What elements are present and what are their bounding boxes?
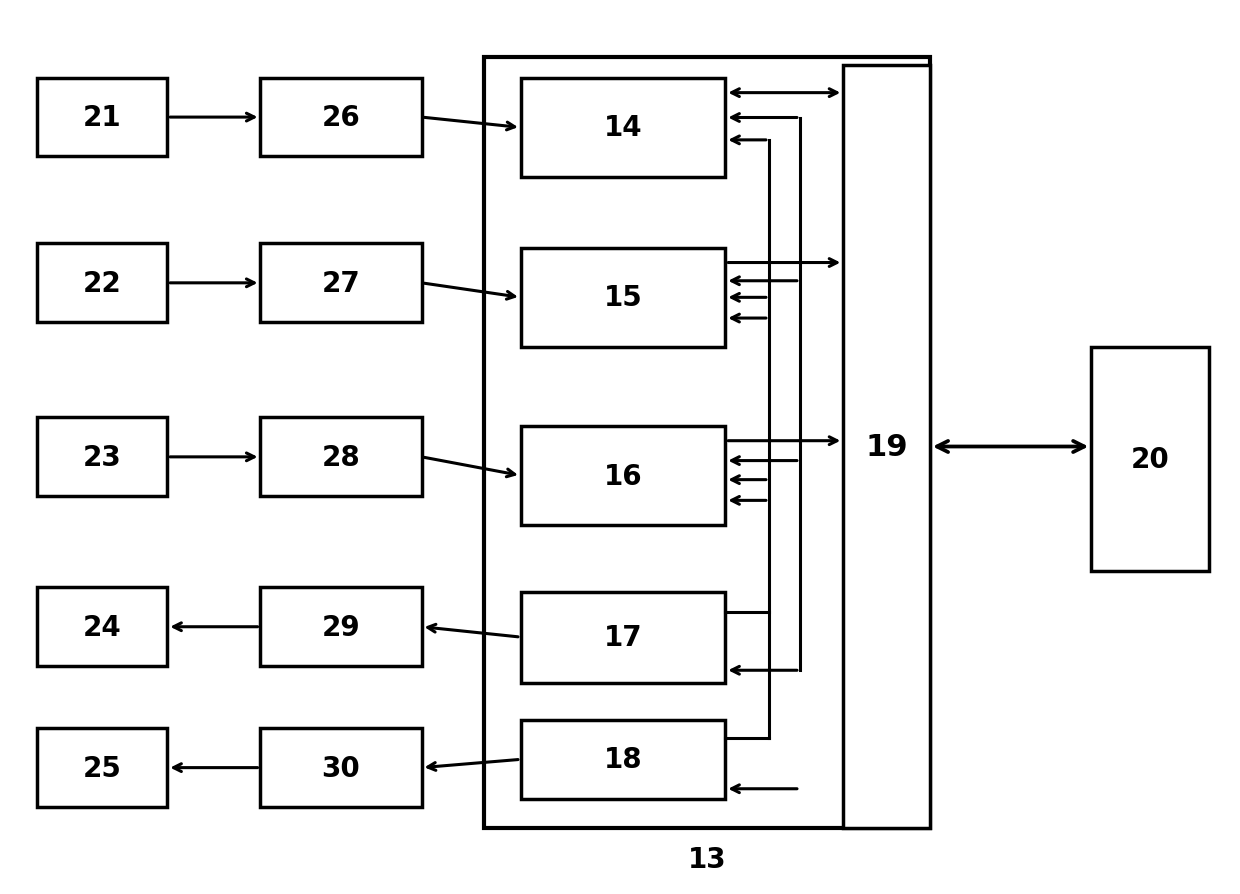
- Text: 30: 30: [321, 754, 361, 781]
- Text: 14: 14: [604, 114, 642, 142]
- Text: 19: 19: [866, 433, 908, 461]
- Text: 20: 20: [1131, 445, 1169, 474]
- Text: 16: 16: [604, 462, 642, 490]
- FancyBboxPatch shape: [260, 418, 422, 497]
- Text: 18: 18: [604, 746, 642, 773]
- FancyBboxPatch shape: [521, 79, 725, 178]
- FancyBboxPatch shape: [1091, 348, 1209, 571]
- Text: 27: 27: [321, 269, 361, 298]
- Text: 17: 17: [604, 623, 642, 652]
- FancyBboxPatch shape: [260, 729, 422, 807]
- FancyBboxPatch shape: [37, 587, 167, 666]
- FancyBboxPatch shape: [484, 58, 930, 828]
- Text: 13: 13: [687, 845, 727, 873]
- FancyBboxPatch shape: [37, 729, 167, 807]
- FancyBboxPatch shape: [37, 418, 167, 497]
- Text: 22: 22: [83, 269, 122, 298]
- FancyBboxPatch shape: [37, 244, 167, 323]
- FancyBboxPatch shape: [521, 426, 725, 526]
- FancyBboxPatch shape: [843, 66, 930, 828]
- Text: 29: 29: [321, 613, 361, 641]
- Text: 24: 24: [83, 613, 122, 641]
- FancyBboxPatch shape: [521, 249, 725, 348]
- Text: 26: 26: [321, 104, 361, 132]
- Text: 25: 25: [83, 754, 122, 781]
- FancyBboxPatch shape: [521, 721, 725, 799]
- Text: 15: 15: [604, 284, 642, 312]
- FancyBboxPatch shape: [260, 587, 422, 666]
- Text: 23: 23: [83, 443, 122, 471]
- Text: 21: 21: [83, 104, 122, 132]
- Text: 28: 28: [321, 443, 361, 471]
- FancyBboxPatch shape: [260, 79, 422, 157]
- FancyBboxPatch shape: [521, 592, 725, 683]
- FancyBboxPatch shape: [260, 244, 422, 323]
- FancyBboxPatch shape: [37, 79, 167, 157]
